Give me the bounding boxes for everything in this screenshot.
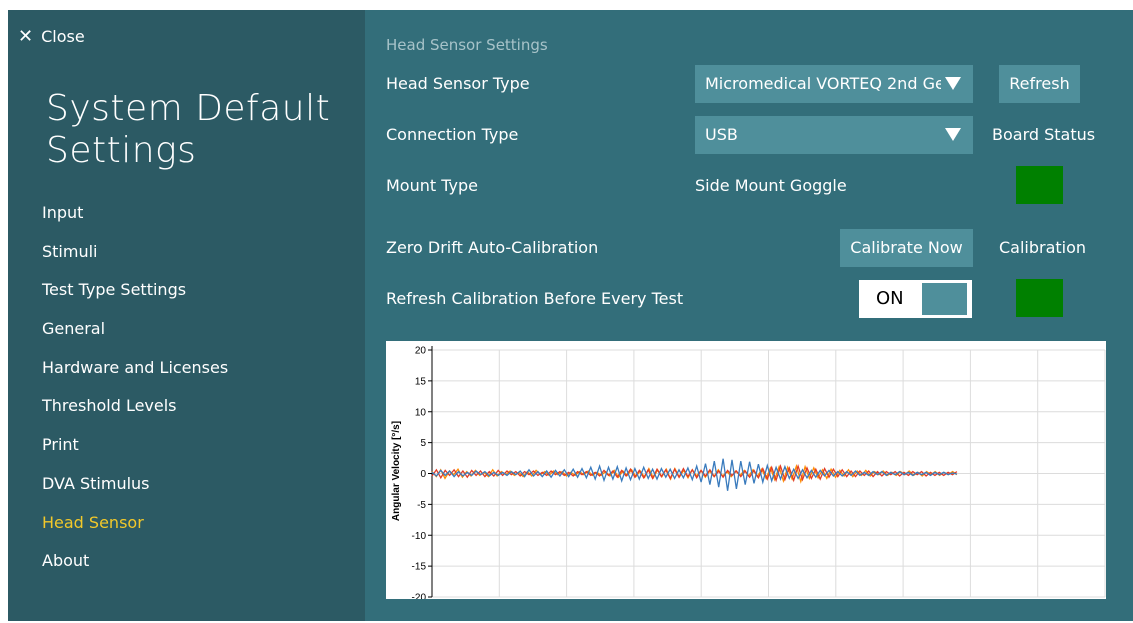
y-axis-label: Angular Velocity [°/s] bbox=[391, 421, 402, 521]
zero-drift-label: Zero Drift Auto-Calibration bbox=[386, 238, 599, 257]
sidebar-item-hardware-and-licenses[interactable]: Hardware and Licenses bbox=[42, 357, 229, 377]
chart-series bbox=[431, 458, 958, 491]
sidebar-item-general[interactable]: General bbox=[42, 319, 106, 339]
refresh-calibration-label: Refresh Calibration Before Every Test bbox=[386, 289, 684, 308]
chevron-down-icon bbox=[945, 77, 961, 90]
board-status-indicator bbox=[1016, 166, 1063, 204]
connection-type-value: USB bbox=[705, 125, 738, 144]
sidebar-item-input[interactable]: Input bbox=[42, 203, 84, 222]
y-tick-label: 10 bbox=[415, 407, 427, 418]
y-tick-label: -5 bbox=[417, 500, 426, 511]
head-sensor-type-value: Micromedical VORTEQ 2nd Gen bbox=[705, 74, 941, 93]
series-line-2 bbox=[431, 458, 958, 491]
mount-type-value: Side Mount Goggle bbox=[695, 176, 847, 195]
sidebar: ✕ Close System Default Settings Input St… bbox=[8, 10, 365, 621]
sidebar-item-about[interactable]: About bbox=[42, 551, 90, 571]
y-tick-label: -15 bbox=[412, 562, 427, 573]
y-tick-label: 15 bbox=[415, 376, 427, 387]
sidebar-item-print[interactable]: Print bbox=[42, 435, 79, 455]
toggle-state-label: ON bbox=[876, 288, 904, 309]
board-status-label: Board Status bbox=[992, 125, 1096, 144]
head-sensor-type-dropdown[interactable]: Micromedical VORTEQ 2nd Gen bbox=[695, 65, 973, 103]
y-tick-labels: 20 15 10 5 0 -5 -10 -15 -20 bbox=[412, 346, 427, 600]
sidebar-item-test-type-settings[interactable]: Test Type Settings bbox=[42, 280, 187, 300]
y-tick-label: -20 bbox=[412, 593, 427, 600]
calibration-status-indicator bbox=[1016, 279, 1063, 317]
head-sensor-type-label: Head Sensor Type bbox=[386, 74, 530, 93]
close-button[interactable]: ✕ Close bbox=[18, 27, 85, 46]
sidebar-item-head-sensor[interactable]: Head Sensor bbox=[42, 512, 144, 532]
y-tick-label: 20 bbox=[415, 346, 427, 357]
refresh-calibration-toggle[interactable]: ON bbox=[859, 280, 972, 318]
page-title: System Default Settings bbox=[46, 88, 331, 171]
calibrate-now-button[interactable]: Calibrate Now bbox=[840, 229, 973, 267]
calibration-label: Calibration bbox=[999, 238, 1087, 257]
y-tick-label: -10 bbox=[412, 531, 427, 542]
sidebar-item-stimuli[interactable]: Stimuli bbox=[42, 241, 98, 261]
toggle-knob bbox=[922, 283, 967, 315]
refresh-button[interactable]: Refresh bbox=[999, 65, 1080, 103]
chevron-down-icon bbox=[945, 128, 961, 141]
mount-type-label: Mount Type bbox=[386, 176, 478, 195]
connection-type-dropdown[interactable]: USB bbox=[695, 116, 973, 154]
close-icon: ✕ bbox=[18, 25, 34, 47]
close-label: Close bbox=[41, 27, 85, 46]
angular-velocity-chart: 20 15 10 5 0 -5 -10 -15 -20 Angular Velocity [°/… bbox=[386, 341, 1106, 599]
sidebar-nav: Input Stimuli Test Type Settings General… bbox=[42, 199, 228, 586]
sidebar-item-threshold-levels[interactable]: Threshold Levels bbox=[42, 396, 177, 416]
section-title: Head Sensor Settings bbox=[386, 36, 548, 54]
y-tick-label: 5 bbox=[420, 438, 426, 449]
connection-type-label: Connection Type bbox=[386, 125, 519, 144]
y-tick-label: 0 bbox=[420, 469, 426, 480]
sidebar-item-dva-stimulus[interactable]: DVA Stimulus bbox=[42, 473, 150, 493]
chart-axes bbox=[428, 346, 433, 598]
